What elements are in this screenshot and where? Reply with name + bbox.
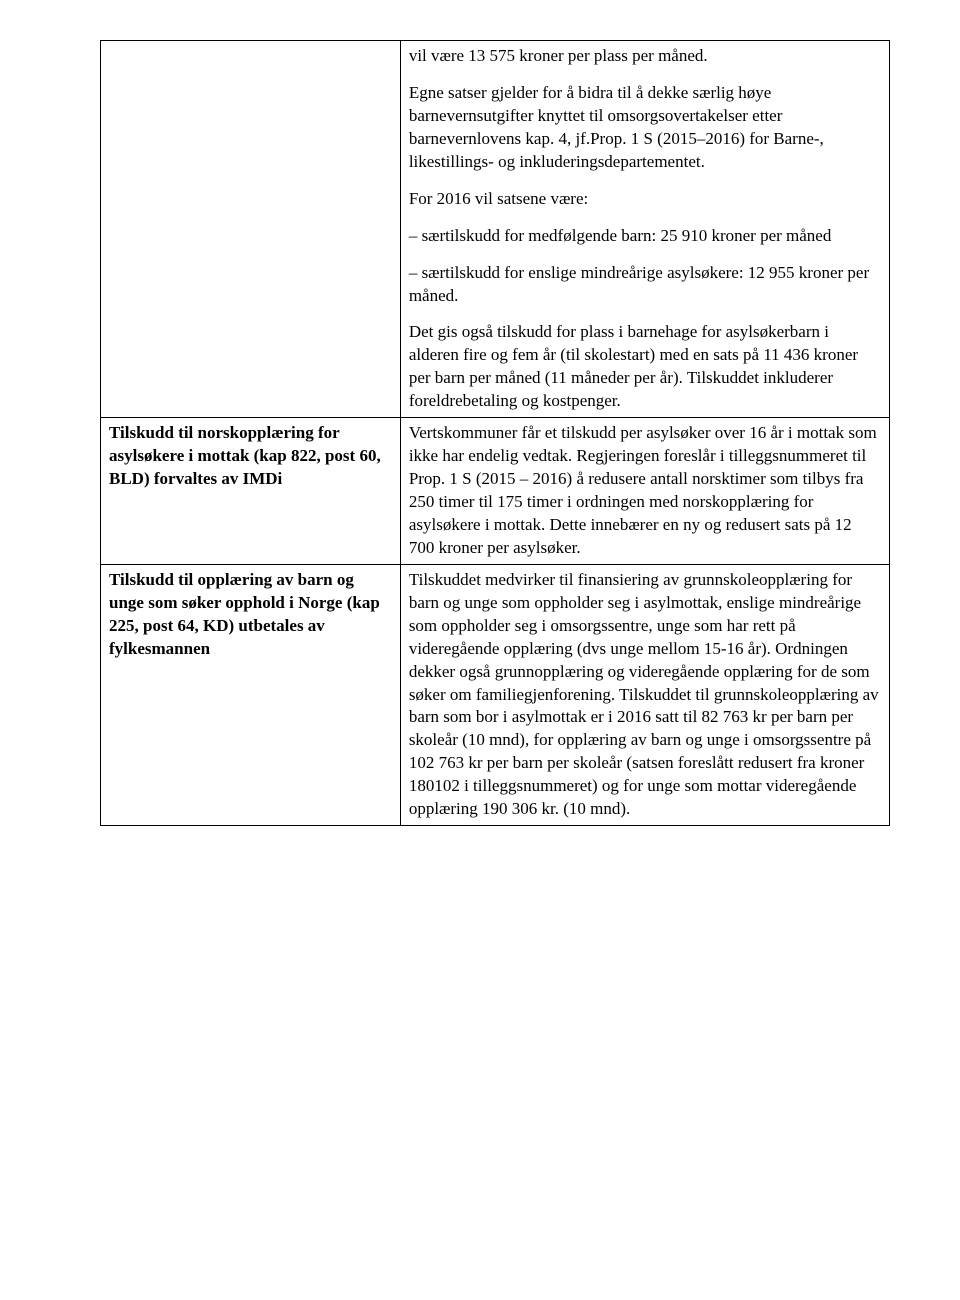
row1-p5: – særtilskudd for enslige mindreårige as…	[409, 262, 881, 308]
row1-p2: Egne satser gjelder for å bidra til å de…	[409, 82, 881, 174]
row3-text: Tilskuddet medvirker til finansiering av…	[409, 569, 881, 821]
row1-p4: – særtilskudd for medfølgende barn: 25 9…	[409, 225, 881, 248]
table-row: Tilskudd til norskopplæring for asylsøke…	[101, 418, 890, 565]
row2-right-cell: Vertskommuner får et tilskudd per asylsø…	[400, 418, 889, 565]
row1-p6: Det gis også tilskudd for plass i barneh…	[409, 321, 881, 413]
row2-left-cell: Tilskudd til norskopplæring for asylsøke…	[101, 418, 401, 565]
row1-p1: vil være 13 575 kroner per plass per mån…	[409, 45, 881, 68]
table-row: vil være 13 575 kroner per plass per mån…	[101, 41, 890, 418]
row1-left-cell	[101, 41, 401, 418]
row3-right-cell: Tilskuddet medvirker til finansiering av…	[400, 564, 889, 825]
table-row: Tilskudd til opplæring av barn og unge s…	[101, 564, 890, 825]
row2-text: Vertskommuner får et tilskudd per asylsø…	[409, 422, 881, 560]
row1-right-cell: vil være 13 575 kroner per plass per mån…	[400, 41, 889, 418]
main-table: vil være 13 575 kroner per plass per mån…	[100, 40, 890, 826]
row3-left-cell: Tilskudd til opplæring av barn og unge s…	[101, 564, 401, 825]
row1-p3: For 2016 vil satsene være:	[409, 188, 881, 211]
